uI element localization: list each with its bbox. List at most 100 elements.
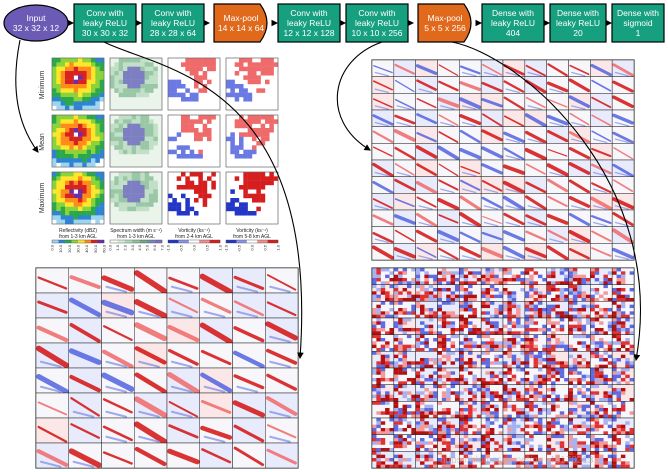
feature-map xyxy=(199,342,233,369)
feature-map xyxy=(371,334,395,352)
feature-map xyxy=(568,267,591,285)
feature-map xyxy=(437,334,460,352)
feature-map xyxy=(502,451,526,469)
colorbar-0-tick-4: 40.0 xyxy=(84,244,89,253)
feature-map xyxy=(568,193,591,211)
input-map-r1-c3 xyxy=(225,114,279,168)
feature-map xyxy=(611,93,635,111)
feature-map xyxy=(546,334,569,352)
feature-map xyxy=(371,301,395,319)
feature-map xyxy=(568,367,591,385)
feature-map xyxy=(546,159,569,177)
feature-map xyxy=(371,176,395,194)
feature-map xyxy=(371,434,395,452)
feature-map xyxy=(415,159,438,177)
dense2-label-1: leaky ReLU xyxy=(556,18,600,28)
feature-map xyxy=(415,59,438,77)
feature-map xyxy=(371,367,395,385)
colorbar-2-tick-2: 0.0 xyxy=(192,244,197,250)
feature-map xyxy=(437,384,460,402)
feature-map xyxy=(393,159,416,177)
feature-map xyxy=(199,267,233,295)
feature-map xyxy=(371,143,395,161)
feature-map xyxy=(524,59,547,77)
feature-map xyxy=(590,267,613,285)
dense3-label-1: sigmoid xyxy=(623,18,653,28)
conv1-label-2: 30 x 30 x 32 xyxy=(82,28,129,38)
feature-map xyxy=(590,284,613,302)
feature-map xyxy=(437,143,460,161)
feature-map xyxy=(134,392,168,419)
feature-map xyxy=(415,351,438,369)
feature-map xyxy=(232,367,266,394)
feature-map xyxy=(568,176,591,194)
dense3-label-0: Dense with xyxy=(617,8,659,18)
pool2-feature-grid xyxy=(371,267,635,469)
connector-arrows xyxy=(15,39,642,362)
feature-map xyxy=(546,226,569,244)
feature-map xyxy=(502,159,526,177)
feature-map xyxy=(480,384,504,402)
feature-map xyxy=(590,209,613,227)
colorbar-0: 0.0 10.0 20.0 30.0 40.0 50.0 60.0 xyxy=(50,239,107,253)
feature-map xyxy=(232,442,266,469)
feature-map xyxy=(265,417,299,444)
colorbar-1-tick-0: 0.0 xyxy=(108,244,113,250)
feature-map xyxy=(480,143,504,161)
feature-map xyxy=(480,301,504,319)
feature-map xyxy=(459,351,482,369)
feature-map xyxy=(393,109,416,127)
feature-map xyxy=(502,384,526,402)
feature-map xyxy=(524,176,547,194)
colorbar-1-tick-4: 4.0 xyxy=(137,244,142,250)
feature-map xyxy=(415,226,438,244)
feature-map xyxy=(437,401,460,419)
feature-map xyxy=(546,126,569,144)
feature-map xyxy=(459,301,482,319)
pool2-label-1: 5 x 5 x 256 xyxy=(424,23,466,33)
feature-map xyxy=(415,301,438,319)
conv4-label-0: Conv with xyxy=(358,8,396,18)
feature-map xyxy=(524,143,547,161)
feature-map xyxy=(546,59,569,77)
feature-map xyxy=(590,351,613,369)
feature-map xyxy=(459,226,482,244)
feature-map xyxy=(35,292,69,319)
pool2-label-0: Max-pool xyxy=(428,13,463,23)
feature-map xyxy=(437,209,460,227)
feature-map xyxy=(568,76,591,94)
feature-map xyxy=(546,193,569,211)
feature-map xyxy=(134,367,168,394)
feature-map xyxy=(371,284,395,302)
feature-map xyxy=(611,384,635,402)
feature-map xyxy=(459,267,482,285)
feature-map xyxy=(546,451,569,469)
feature-map xyxy=(524,109,547,128)
conv1-label-0: Conv with xyxy=(86,8,124,18)
input-map-r0-c1 xyxy=(109,57,163,111)
feature-map xyxy=(568,317,591,335)
feature-map xyxy=(265,442,299,469)
feature-map xyxy=(101,442,135,469)
feature-map xyxy=(35,267,69,294)
feature-map xyxy=(546,351,569,369)
feature-map xyxy=(199,442,233,469)
feature-map xyxy=(437,243,460,261)
input-label-0: Input xyxy=(27,13,47,23)
feature-map xyxy=(68,442,102,469)
feature-map xyxy=(502,417,526,435)
colorbar-3-tick-2: 0.0 xyxy=(250,244,255,250)
feature-map xyxy=(199,392,233,419)
feature-map xyxy=(166,417,200,444)
feature-map xyxy=(371,317,395,335)
feature-map xyxy=(568,334,591,352)
colorbar-3-tick-4: 1.0 xyxy=(276,244,281,250)
feature-map xyxy=(232,392,266,419)
feature-map xyxy=(611,109,635,127)
feature-map xyxy=(393,367,416,385)
feature-map xyxy=(524,76,547,94)
